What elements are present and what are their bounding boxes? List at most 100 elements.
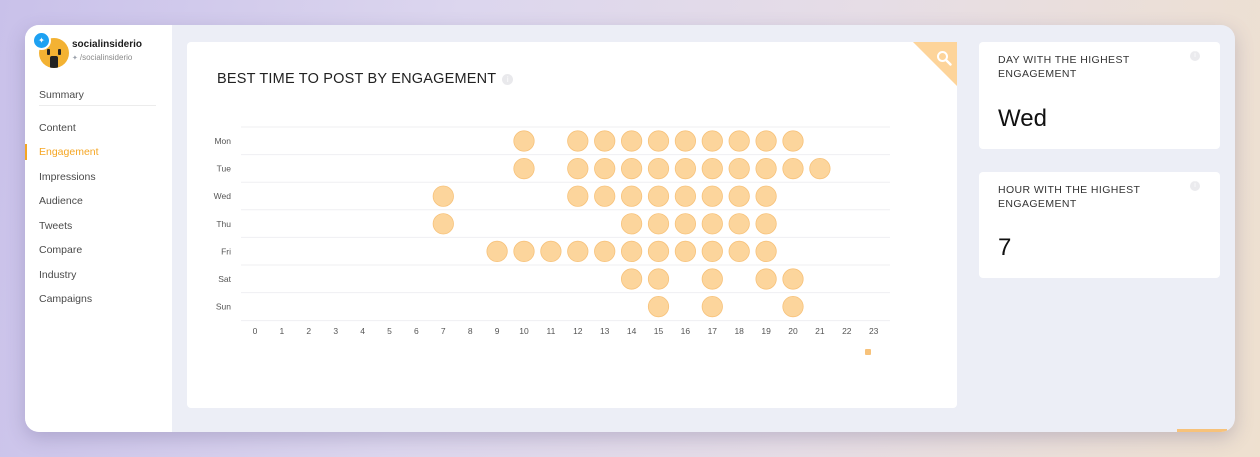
x-tick-label: 13 [600,326,610,336]
data-point [513,240,535,262]
avatar-mouth [50,56,58,68]
sidebar-divider [39,104,156,106]
best-time-card: BEST TIME TO POST BY ENGAGEMENT i Mon Tue W… [187,42,957,408]
data-point [782,296,804,318]
avatar-eye-right [58,49,61,55]
data-point [701,158,723,180]
data-point [620,213,643,235]
y-tick-label: Sun [216,302,231,312]
x-tick-label: 22 [842,326,852,336]
data-point [674,185,696,207]
data-point [674,158,696,180]
data-point [513,158,535,180]
x-tick-label: 16 [681,326,691,336]
data-point [647,213,670,235]
legend-swatch [865,349,871,355]
sidebar-item-content[interactable]: Content [39,121,76,134]
data-point [432,213,454,235]
sidebar-item-engagement[interactable]: Engagement [25,144,172,169]
x-tick-label: 4 [360,326,365,336]
x-tick-label: 3 [333,326,338,336]
data-point [701,296,723,318]
data-point [755,158,777,180]
profile-header[interactable]: ✦ socialinsiderio ✦/socialinsiderio [32,31,168,77]
sidebar-item-impressions[interactable]: Impressions [39,170,96,183]
data-point [647,268,670,290]
data-point [486,240,508,262]
profile-handle: /socialinsiderio [79,53,133,62]
twitter-icon: ✦ [32,31,51,50]
data-point [755,185,777,207]
data-point [567,240,589,262]
scroll-accent [1177,429,1227,432]
data-point [782,268,804,290]
data-point [540,240,562,262]
sidebar: ✦ socialinsiderio ✦/socialinsiderio Summ… [25,25,172,432]
x-tick-label: 2 [306,326,311,336]
sidebar-item-industry[interactable]: Industry [39,268,77,281]
card-title: BEST TIME TO POST BY ENGAGEMENT i [217,71,514,87]
sidebar-item-summary[interactable]: Summary [39,89,84,101]
data-point [755,240,777,262]
x-tick-label: 11 [546,326,555,336]
x-tick-label: 9 [495,326,500,336]
card-title-text: BEST TIME TO POST BY ENGAGEMENT [217,71,497,87]
sidebar-item-campaigns[interactable]: Campaigns [39,293,93,305]
x-tick-label: 23 [869,326,879,336]
day-highlight-value: Wed [998,105,1047,132]
data-point [728,240,750,262]
data-point [674,130,696,152]
info-icon[interactable]: i [502,73,514,85]
day-highlight-card: DAY WITH THE HIGHEST ENGAGEMENT i Wed [979,42,1220,149]
data-point [728,158,750,180]
data-point [674,213,696,235]
y-tick-label: Tue [217,164,232,174]
y-tick-label: Wed [214,191,232,201]
data-point [620,185,643,207]
x-tick-label: 6 [414,326,419,336]
data-point [701,213,723,235]
data-point [728,185,750,207]
hour-highlight-label: HOUR WITH THE HIGHEST ENGAGEMENT [998,184,1141,210]
sidebar-item-tweets[interactable]: Tweets [39,219,73,232]
data-point [647,296,670,318]
y-tick-label: Sat [218,274,231,284]
data-point [620,158,643,180]
hour-highlight-card: HOUR WITH THE HIGHEST ENGAGEMENT i 7 [979,172,1220,278]
x-tick-label: 12 [573,326,583,336]
info-icon[interactable]: i [1190,181,1200,191]
data-point [594,185,616,207]
data-point [728,130,750,152]
x-tick-label: 15 [654,326,664,336]
data-point [674,240,696,262]
data-point [567,185,589,207]
x-tick-label: 14 [627,326,637,336]
x-tick-label: 10 [519,326,529,336]
sidebar-item-audience[interactable]: Audience [39,195,83,207]
avatar-eye-left [47,49,50,55]
data-point [701,130,723,152]
x-tick-label: 20 [788,326,798,336]
data-point [755,268,777,290]
data-point [620,240,643,262]
x-tick-label: 18 [734,326,744,336]
twitter-bird-icon: ✦ [72,55,78,62]
data-point [782,158,804,180]
data-point [701,268,723,290]
data-point [728,213,750,235]
x-tick-label: 7 [441,326,446,336]
y-tick-label: Mon [214,136,231,146]
info-icon[interactable]: i [1190,51,1200,61]
x-tick-label: 8 [468,326,473,336]
data-point [620,130,643,152]
y-tick-label: Fri [221,246,231,256]
data-point [701,240,723,262]
data-point [701,185,723,207]
data-point [809,158,831,180]
data-point [567,130,589,152]
data-point [594,240,616,262]
sidebar-item-compare[interactable]: Compare [39,244,83,256]
day-highlight-label: DAY WITH THE HIGHEST ENGAGEMENT [998,54,1130,80]
data-point [755,130,777,152]
search-icon[interactable] [936,50,952,66]
